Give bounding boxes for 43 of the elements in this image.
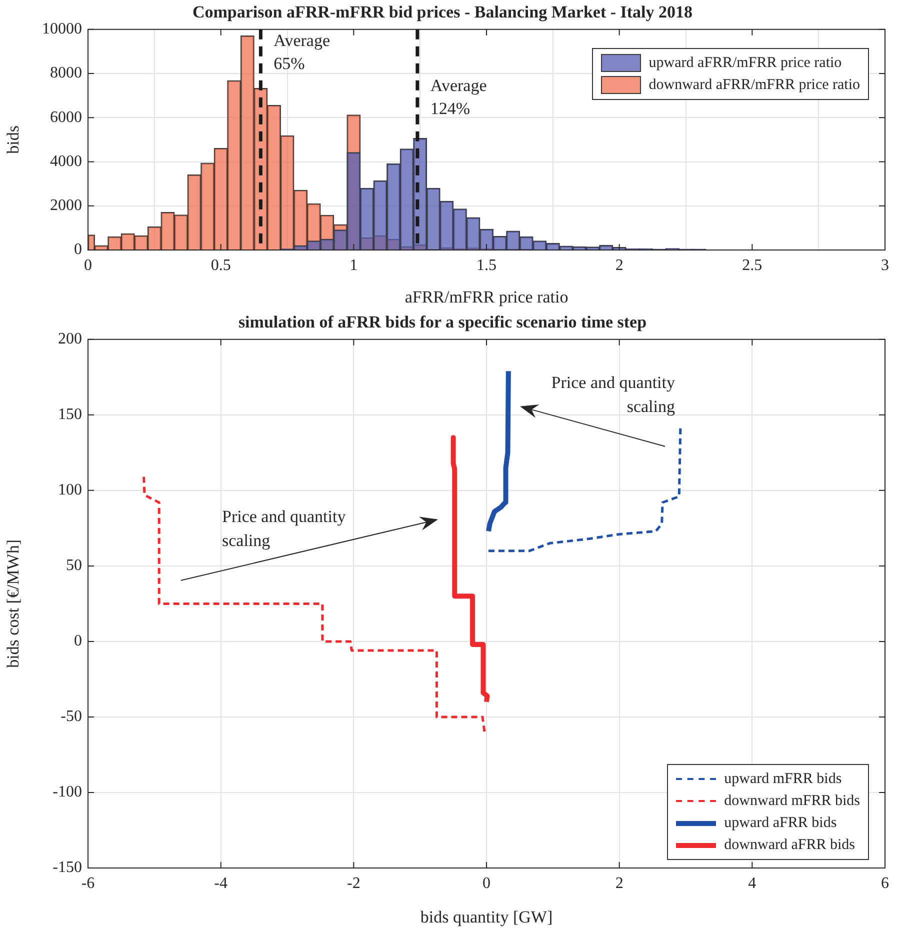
x-axis-title: aFRR/mFRR price ratio [404, 287, 568, 306]
y-tick-label: 50 [66, 557, 82, 574]
x-tick-label: 1.5 [476, 256, 496, 274]
y-tick-label: 0 [74, 241, 82, 258]
x-tick-label: 0.5 [210, 256, 231, 274]
x-tick-label: 0 [482, 874, 490, 892]
legend-label: upward aFRR/mFRR price ratio [648, 54, 842, 73]
x-tick-label: 2.5 [742, 256, 762, 274]
x-axis-title: bids quantity [GW] [420, 907, 553, 926]
annotation: Price and quantity scaling [551, 372, 676, 416]
x-tick-label: -6 [81, 874, 95, 892]
y-tick-label: 2000 [50, 197, 82, 214]
y-tick-label: 0 [74, 632, 82, 650]
ref-line-label: Average 65% [274, 30, 330, 73]
x-tick-label: 2 [615, 256, 624, 274]
chart-title: Comparison aFRR-mFRR bid prices - Balancing Market - Italy 2018 [192, 2, 693, 22]
legend-label: downward aFRR bids [724, 836, 855, 855]
y-tick-label: -100 [52, 784, 82, 801]
annotation: Price and quantity scaling [222, 506, 346, 550]
y-tick-label: -50 [60, 708, 82, 726]
legend-label: downward mFRR bids [724, 792, 860, 811]
y-tick-label: 4000 [50, 152, 82, 170]
y-tick-label: 150 [58, 406, 82, 424]
legend-label: upward mFRR bids [724, 770, 842, 789]
legend-label: upward aFRR bids [724, 814, 837, 833]
legend-label: downward aFRR/mFRR price ratio [648, 76, 860, 95]
x-tick-label: -4 [214, 874, 228, 892]
y-axis-title: bids cost [€/MWh] [4, 539, 23, 668]
x-tick-label: 1 [350, 256, 358, 274]
x-tick-label: 2 [615, 874, 624, 892]
y-tick-label: 100 [58, 482, 82, 499]
chart-title: simulation of aFRR bids for a specific scenario time step [238, 312, 647, 332]
ref-line-label: Average 124% [430, 76, 487, 118]
x-tick-label: -2 [347, 874, 360, 892]
x-tick-label: 4 [748, 874, 756, 892]
y-tick-label: 8000 [50, 64, 82, 82]
y-tick-label: -150 [52, 859, 82, 876]
y-axis-title: bids [4, 126, 23, 154]
y-tick-label: 200 [58, 330, 82, 348]
y-tick-label: 10000 [42, 20, 82, 38]
x-tick-label: 3 [881, 256, 889, 274]
x-tick-label: 6 [881, 874, 889, 892]
y-tick-label: 6000 [50, 108, 82, 126]
